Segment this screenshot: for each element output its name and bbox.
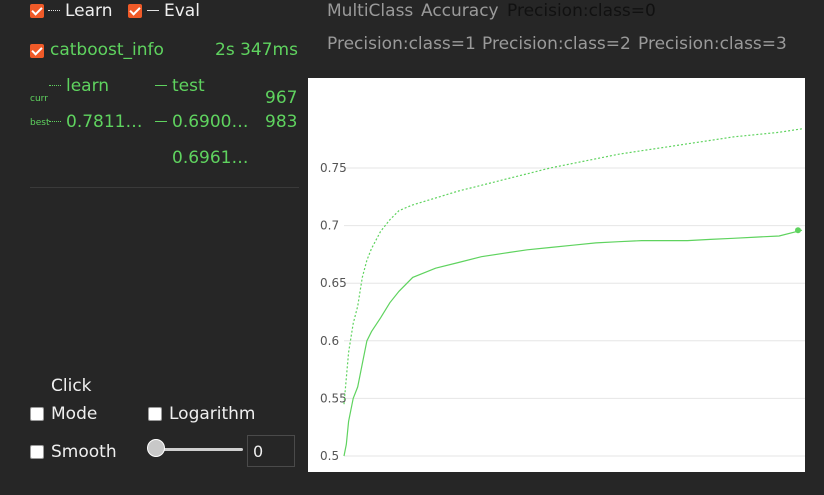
click-mode-checkbox[interactable] <box>30 407 44 421</box>
learn-series-line <box>343 128 803 405</box>
dotted-line-icon <box>49 85 61 86</box>
eval-label: Eval <box>164 1 200 21</box>
learn-checkbox[interactable] <box>30 4 44 18</box>
tab-accuracy[interactable]: Accuracy <box>421 1 499 21</box>
learn-legend: Learn <box>48 1 113 21</box>
eval-checkbox[interactable] <box>128 4 142 18</box>
best-point-marker <box>795 227 801 234</box>
learn-label: Learn <box>65 1 113 21</box>
learn-header: learn <box>49 76 109 96</box>
click-label: Click <box>51 376 92 396</box>
best-label: best <box>30 118 50 128</box>
y-tick-label: 0.5 <box>320 449 339 463</box>
eval-legend: Eval <box>147 1 200 21</box>
y-tick-label: 0.65 <box>320 276 347 290</box>
solid-line-icon <box>155 85 167 86</box>
run-checkbox[interactable] <box>30 44 44 58</box>
tab-precision-class-1[interactable]: Precision:class=1 <box>327 34 476 54</box>
y-tick-label: 0.75 <box>320 161 347 175</box>
y-tick-label: 0.55 <box>320 391 347 405</box>
eval-series-line <box>343 229 803 457</box>
divider <box>30 187 299 188</box>
mode-label: Mode <box>51 404 98 424</box>
curr-label: curr <box>30 94 48 104</box>
tab-precision-class-2[interactable]: Precision:class=2 <box>482 34 631 54</box>
run-time: 2s 347ms <box>215 40 298 60</box>
tab-multiclass[interactable]: MultiClass <box>327 1 414 21</box>
dotted-line-icon <box>48 10 60 11</box>
extra-test-value: 0.6961… <box>172 148 249 168</box>
solid-line-icon <box>147 10 159 11</box>
test-header: test <box>155 76 205 96</box>
y-tick-label: 0.6 <box>320 334 339 348</box>
tab-precision-class-0[interactable]: Precision:class=0 <box>507 1 656 21</box>
line-chart[interactable]: 0.5 0.55 0.6 0.65 0.7 0.75 <box>308 78 805 472</box>
smooth-value-input[interactable]: 0 <box>247 435 295 467</box>
smooth-label: Smooth <box>51 442 117 462</box>
logarithm-label: Logarithm <box>169 404 256 424</box>
smooth-checkbox[interactable] <box>30 445 44 459</box>
curr-iteration: 967 <box>265 88 298 108</box>
smooth-slider-track[interactable] <box>150 448 243 451</box>
y-tick-label: 0.7 <box>320 219 339 233</box>
solid-line-icon <box>155 121 167 122</box>
smooth-slider-thumb[interactable] <box>147 439 165 457</box>
chart-area[interactable]: 0.5 0.55 0.6 0.65 0.7 0.75 <box>308 78 805 472</box>
logarithm-checkbox[interactable] <box>148 407 162 421</box>
best-iteration: 983 <box>265 112 298 132</box>
best-learn-value: 0.7811… <box>49 112 142 132</box>
tab-precision-class-3[interactable]: Precision:class=3 <box>638 34 787 54</box>
dotted-line-icon <box>49 121 61 122</box>
run-name: catboost_info <box>50 40 164 60</box>
best-test-value: 0.6900… <box>155 112 248 132</box>
